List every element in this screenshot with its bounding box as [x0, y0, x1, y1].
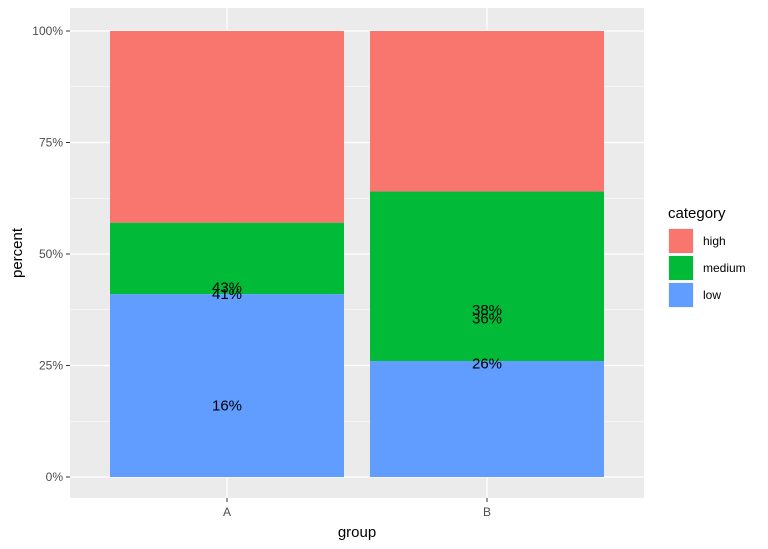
data-label: 43% [212, 279, 242, 296]
legend-label-medium: medium [703, 261, 746, 275]
bars [110, 31, 604, 477]
bar-medium-B [370, 191, 604, 362]
data-label: 36% [472, 311, 502, 328]
x-tick-label: A [223, 505, 231, 519]
y-tick-label: 50% [39, 247, 63, 261]
data-labels: 43%41% 16% 38%36% 26% [212, 279, 502, 414]
y-tick-label: 100% [32, 24, 63, 38]
legend-key-low [669, 283, 693, 307]
y-tick-label: 0% [46, 470, 64, 484]
bar-high-B [370, 31, 604, 192]
data-label: 38% [472, 302, 502, 319]
bar-low-A [110, 294, 344, 477]
y-tick-label: 75% [39, 136, 63, 150]
y-axis: 0% 25% 50% 75% 100% [32, 24, 70, 484]
bar-low-B [370, 361, 604, 477]
legend-key-high [669, 229, 693, 253]
y-tick-label: 25% [39, 359, 63, 373]
y-axis-title: percent [9, 227, 26, 278]
legend-title: category [668, 205, 726, 222]
data-label: 16% [212, 398, 242, 415]
x-tick-label: B [483, 505, 491, 519]
bar-high-A [110, 31, 344, 223]
bar-medium-A [110, 222, 344, 295]
legend-label-low: low [703, 288, 721, 302]
legend-label-high: high [703, 234, 726, 248]
data-label: 41% [212, 286, 242, 303]
data-label: 26% [472, 355, 502, 372]
x-axis-title: group [338, 524, 376, 541]
legend: category high medium low [668, 205, 746, 308]
legend-key-medium [669, 256, 693, 280]
